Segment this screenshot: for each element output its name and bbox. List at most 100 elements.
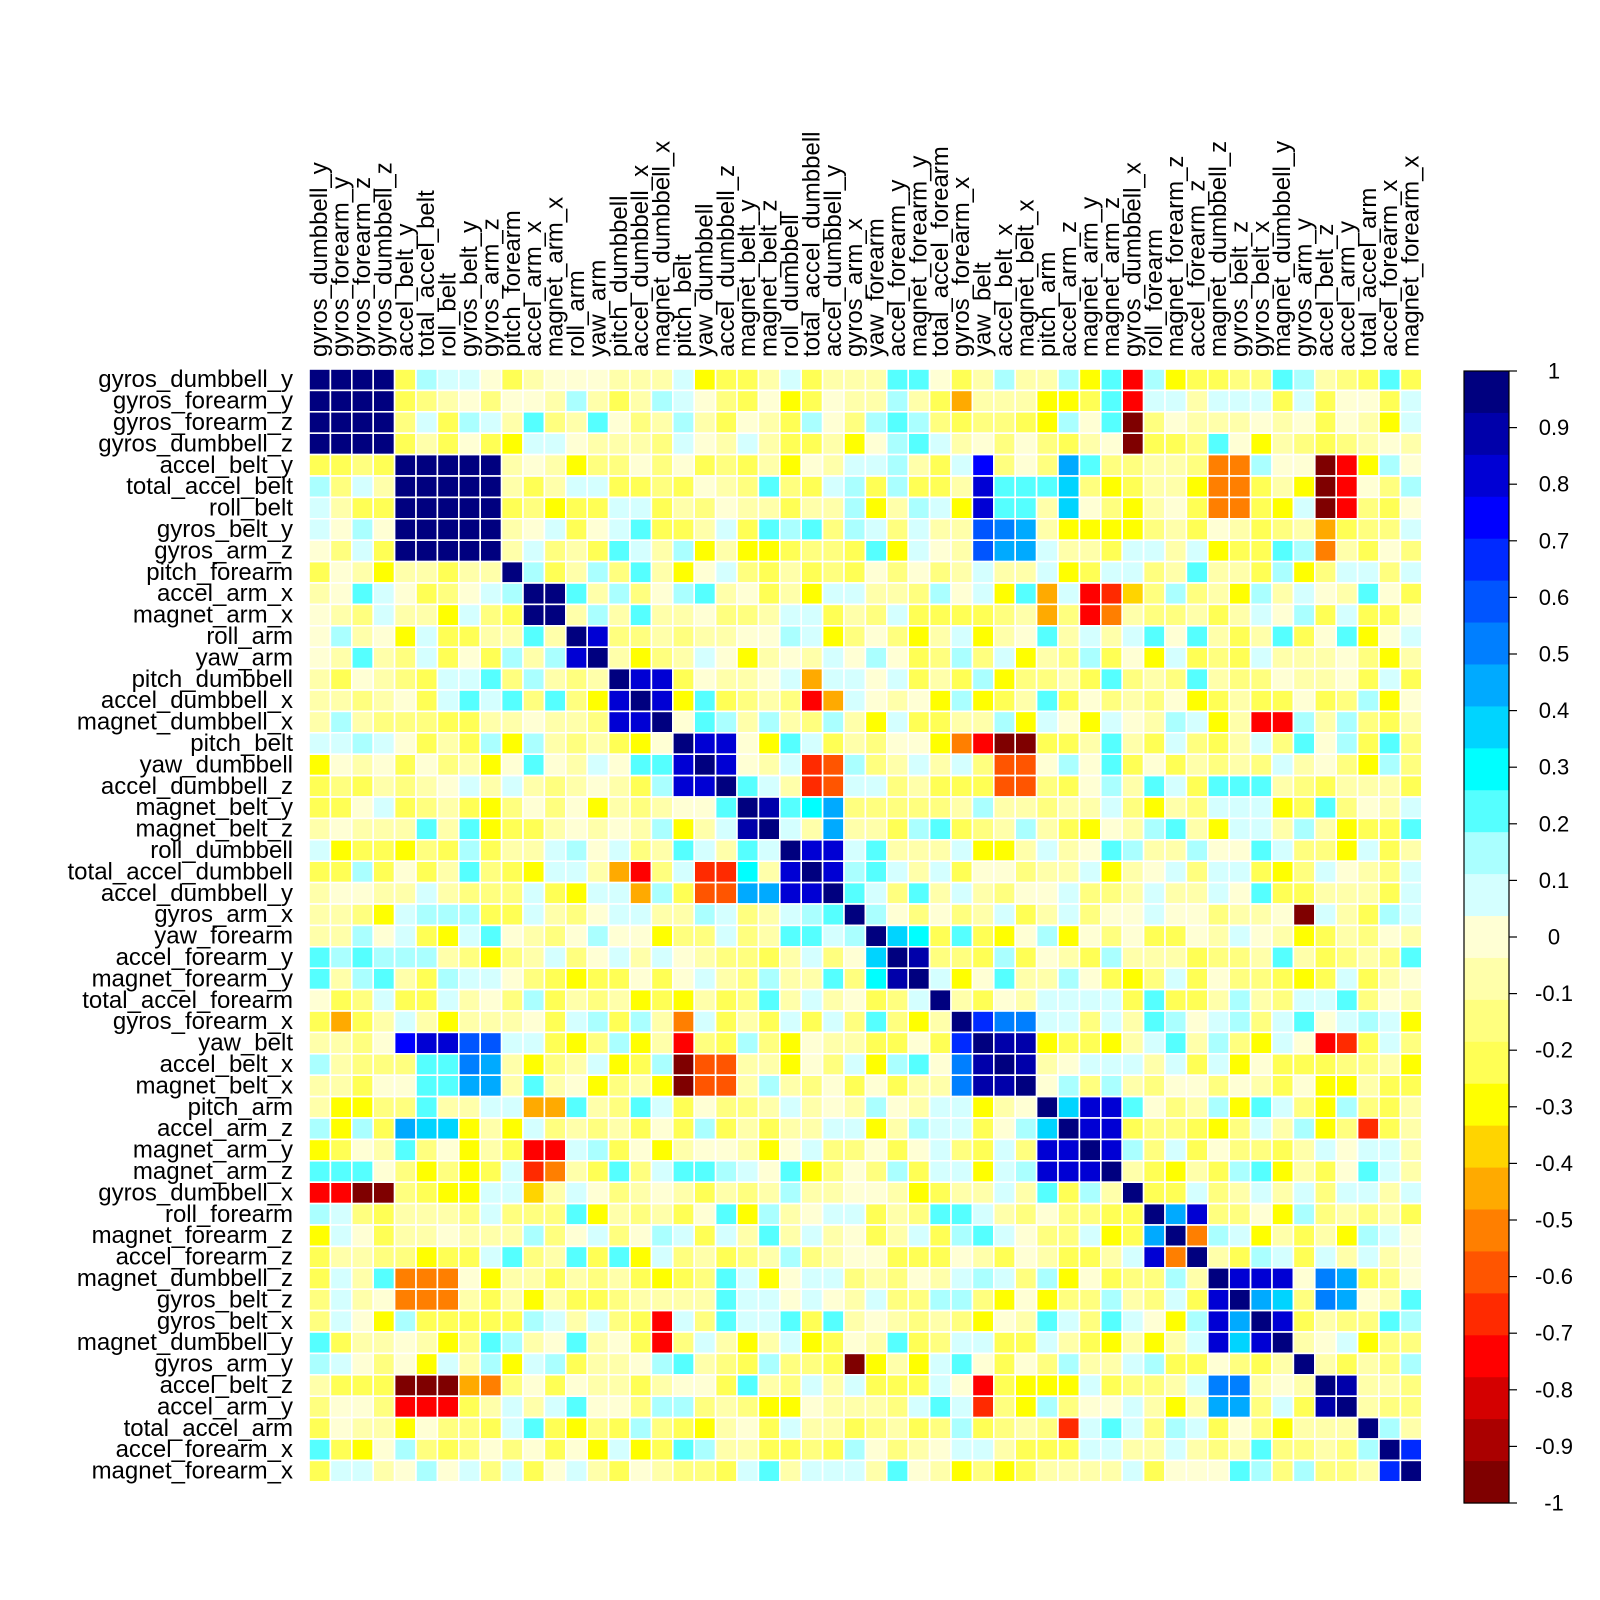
heatmap-cell — [885, 1202, 909, 1226]
heatmap-cell — [1228, 1331, 1252, 1355]
heatmap-cell — [436, 1267, 460, 1291]
heatmap-cell — [1164, 945, 1188, 969]
heatmap-cell — [928, 1267, 952, 1291]
heatmap-cell — [1164, 689, 1188, 713]
heatmap-cell — [1142, 475, 1166, 499]
heatmap-cell — [714, 1245, 738, 1269]
heatmap-cell — [1121, 646, 1145, 670]
heatmap-cell — [350, 1374, 374, 1398]
heatmap-cell — [1356, 389, 1380, 413]
heatmap-cell — [629, 1031, 653, 1055]
heatmap-cell — [736, 1053, 760, 1077]
heatmap-cell — [564, 646, 588, 670]
heatmap-cell — [522, 1117, 546, 1141]
heatmap-cell — [950, 389, 974, 413]
heatmap-cell — [629, 796, 653, 820]
heatmap-cell — [693, 817, 717, 841]
heatmap-cell — [1014, 1352, 1038, 1376]
heatmap-cell — [1399, 1459, 1423, 1483]
heatmap-cell — [1100, 1181, 1124, 1205]
heatmap-cell — [1271, 1010, 1295, 1034]
heatmap-cell — [1399, 582, 1423, 606]
heatmap-cell — [629, 1245, 653, 1269]
heatmap-cell — [650, 560, 674, 584]
heatmap-cell — [885, 881, 909, 905]
heatmap-cell — [479, 1374, 503, 1398]
heatmap-cell — [436, 1074, 460, 1098]
heatmap-cell — [992, 860, 1016, 884]
heatmap-cell — [950, 731, 974, 755]
heatmap-cell — [415, 1074, 439, 1098]
heatmap-cell — [1228, 539, 1252, 563]
heatmap-cell — [308, 1395, 332, 1419]
heatmap-cell — [1399, 389, 1423, 413]
heatmap-cell — [1057, 1438, 1081, 1462]
heatmap-cell — [928, 603, 952, 627]
heatmap-cell — [607, 1267, 631, 1291]
heatmap-cell — [1292, 1438, 1316, 1462]
heatmap-cell — [543, 1138, 567, 1162]
heatmap-cell — [415, 796, 439, 820]
heatmap-cell — [1399, 881, 1423, 905]
heatmap-cell — [479, 710, 503, 734]
heatmap-cell — [1121, 1416, 1145, 1440]
heatmap-cell — [843, 1224, 867, 1248]
heatmap-cell — [500, 710, 524, 734]
heatmap-cell — [586, 475, 610, 499]
heatmap-cell — [864, 453, 888, 477]
heatmap-cell — [671, 1331, 695, 1355]
heatmap-cell — [1142, 774, 1166, 798]
heatmap-cell — [778, 517, 802, 541]
heatmap-cell — [928, 475, 952, 499]
heatmap-cell — [1164, 517, 1188, 541]
heatmap-cell — [393, 496, 417, 520]
heatmap-cell — [564, 1459, 588, 1483]
heatmap-cell — [1185, 796, 1209, 820]
heatmap-cell — [950, 1010, 974, 1034]
heatmap-cell — [457, 1374, 481, 1398]
heatmap-cell — [436, 1117, 460, 1141]
heatmap-cell — [693, 368, 717, 392]
heatmap-cell — [436, 817, 460, 841]
heatmap-cell — [928, 774, 952, 798]
heatmap-cell — [1228, 1245, 1252, 1269]
heatmap-cell — [1014, 1459, 1038, 1483]
heatmap-cell — [1164, 646, 1188, 670]
heatmap-cell — [586, 410, 610, 434]
heatmap-cell — [372, 1288, 396, 1312]
heatmap-cell — [821, 603, 845, 627]
heatmap-cell — [1100, 1352, 1124, 1376]
heatmap-cell — [757, 1117, 781, 1141]
heatmap-cell — [1356, 860, 1380, 884]
colorbar-tick-label: 0.7 — [1539, 528, 1570, 553]
heatmap-cell — [757, 646, 781, 670]
heatmap-cell — [992, 817, 1016, 841]
heatmap-cell — [500, 1031, 524, 1055]
heatmap-cell — [1164, 1245, 1188, 1269]
heatmap-cell — [950, 1224, 974, 1248]
heatmap-cell — [1399, 1309, 1423, 1333]
heatmap-cell — [479, 774, 503, 798]
heatmap-cell — [1399, 1224, 1423, 1248]
heatmap-cell — [457, 475, 481, 499]
heatmap-cell — [1399, 1095, 1423, 1119]
heatmap-cell — [1207, 646, 1231, 670]
heatmap-cell — [1185, 1053, 1209, 1077]
heatmap-cell — [479, 731, 503, 755]
heatmap-cell — [479, 1202, 503, 1226]
heatmap-cell — [650, 453, 674, 477]
heatmap-cell — [372, 945, 396, 969]
heatmap-cell — [479, 1416, 503, 1440]
row-label: gyros_arm_y — [154, 1351, 293, 1378]
column-label: pitch_dumbbell — [606, 196, 633, 357]
heatmap-cell — [1399, 496, 1423, 520]
heatmap-cell — [1399, 1374, 1423, 1398]
row-label: yaw_arm — [196, 644, 293, 671]
heatmap-cell — [457, 1331, 481, 1355]
heatmap-cell — [736, 1416, 760, 1440]
heatmap-cell — [843, 475, 867, 499]
heatmap-cell — [372, 1224, 396, 1248]
heatmap-cell — [350, 453, 374, 477]
heatmap-cell — [543, 1224, 567, 1248]
heatmap-cell — [800, 453, 824, 477]
